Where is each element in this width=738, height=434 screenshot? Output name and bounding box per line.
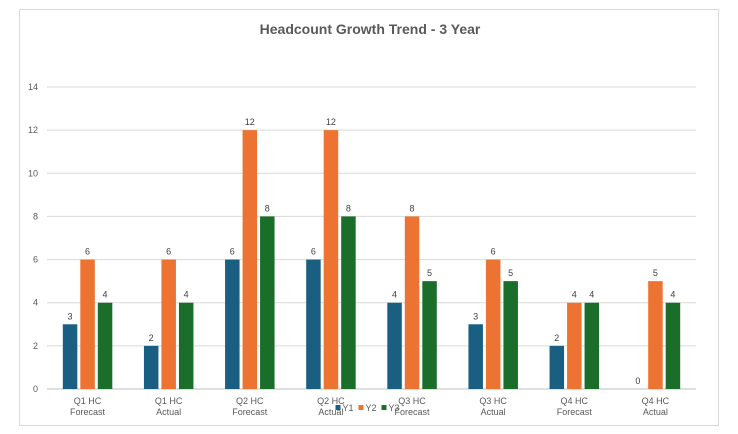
chart-title: Headcount Growth Trend - 3 Year xyxy=(260,21,481,37)
bar-y1 xyxy=(143,345,159,389)
data-label: 4 xyxy=(572,290,577,300)
legend-label-y2: Y2 xyxy=(366,403,377,413)
data-label: 8 xyxy=(265,203,270,213)
legend-swatch-y3 xyxy=(381,405,387,410)
x-category-label: Q4 HC xyxy=(642,396,670,406)
data-label: 6 xyxy=(230,247,235,257)
bar-y1 xyxy=(468,324,483,389)
y-tick-label: 2 xyxy=(33,341,38,351)
x-category-label: Q1 HC xyxy=(74,396,102,406)
x-category-label: Forecast xyxy=(395,407,431,417)
y-tick-label: 10 xyxy=(28,168,38,178)
x-category-label: Q3 HC xyxy=(398,396,426,406)
bar-y2 xyxy=(80,259,95,389)
data-labels: 3 6 4 2 6 4 6 12 8 6 12 8 4 8 5 3 6 5 2 4 4 0 5 4 xyxy=(68,117,676,386)
data-label: 4 xyxy=(392,290,397,300)
bar-chart: Headcount Growth Trend - 3 Year 0 2 4 6 8 10 1… xyxy=(28,21,696,417)
x-category-label: Actual xyxy=(156,407,181,417)
bar-y2 xyxy=(323,130,339,389)
bar-y3 xyxy=(341,216,356,389)
data-label: 8 xyxy=(346,203,351,213)
data-label: 6 xyxy=(311,247,316,257)
data-label: 4 xyxy=(670,290,675,300)
bar-y1 xyxy=(306,259,321,389)
legend: Y1 Y2 Y3 xyxy=(335,403,400,413)
y-axis-ticks: 0 2 4 6 8 10 12 14 xyxy=(28,82,38,394)
bar-y1 xyxy=(225,259,240,389)
data-label: 2 xyxy=(554,333,559,343)
legend-swatch-y1 xyxy=(335,405,341,410)
bar-y2 xyxy=(404,216,420,389)
bar-y3 xyxy=(422,281,437,389)
data-label: 3 xyxy=(68,311,73,321)
bar-y1 xyxy=(387,302,402,389)
data-label: 4 xyxy=(589,290,594,300)
x-category-label: Actual xyxy=(643,407,668,417)
y-tick-label: 0 xyxy=(33,384,38,394)
x-category-label: Q1 HC xyxy=(155,396,183,406)
x-category-label: Actual xyxy=(318,407,343,417)
data-label: 3 xyxy=(473,311,478,321)
y-tick-label: 14 xyxy=(28,82,38,92)
legend-label-y3: Y3 xyxy=(389,403,400,413)
bar-y1 xyxy=(62,324,78,389)
bar-y2 xyxy=(648,281,663,389)
data-label: 6 xyxy=(85,247,90,257)
bar-y3 xyxy=(503,281,518,389)
y-tick-label: 12 xyxy=(28,125,38,135)
x-category-label: Forecast xyxy=(70,407,106,417)
bars xyxy=(62,130,681,389)
data-label: 4 xyxy=(184,290,189,300)
x-category-label: Forecast xyxy=(557,407,593,417)
x-category-label: Forecast xyxy=(232,407,268,417)
y-tick-label: 8 xyxy=(33,211,38,221)
bar-y1 xyxy=(549,345,565,389)
bar-y3 xyxy=(178,302,194,389)
x-category-label: Q4 HC xyxy=(561,396,589,406)
data-label: 12 xyxy=(245,117,255,127)
data-label: 5 xyxy=(653,268,658,278)
data-label: 6 xyxy=(491,247,496,257)
data-label: 5 xyxy=(508,268,513,278)
x-category-label: Q3 HC xyxy=(479,396,507,406)
bar-y2 xyxy=(161,259,176,389)
data-label: 2 xyxy=(149,333,154,343)
data-label: 5 xyxy=(427,268,432,278)
data-label: 12 xyxy=(326,117,336,127)
x-category-label: Q2 HC xyxy=(317,396,345,406)
bar-y2 xyxy=(242,130,258,389)
x-category-label: Actual xyxy=(481,407,506,417)
x-category-label: Q2 HC xyxy=(236,396,264,406)
y-tick-label: 6 xyxy=(33,255,38,265)
data-label: 6 xyxy=(166,247,171,257)
y-tick-label: 4 xyxy=(33,298,38,308)
bar-y3 xyxy=(260,216,275,389)
data-label: 0 xyxy=(635,376,640,386)
bar-y3 xyxy=(665,302,681,389)
bar-y2 xyxy=(485,259,501,389)
bar-y3 xyxy=(584,302,600,389)
data-label: 8 xyxy=(410,203,415,213)
legend-swatch-y2 xyxy=(358,405,364,410)
data-label: 4 xyxy=(103,290,108,300)
chart-frame: Headcount Growth Trend - 3 Year 0 2 4 6 8 10 1… xyxy=(19,9,719,426)
bar-y3 xyxy=(97,302,113,389)
bar-y2 xyxy=(567,302,582,389)
legend-label-y1: Y1 xyxy=(343,403,354,413)
